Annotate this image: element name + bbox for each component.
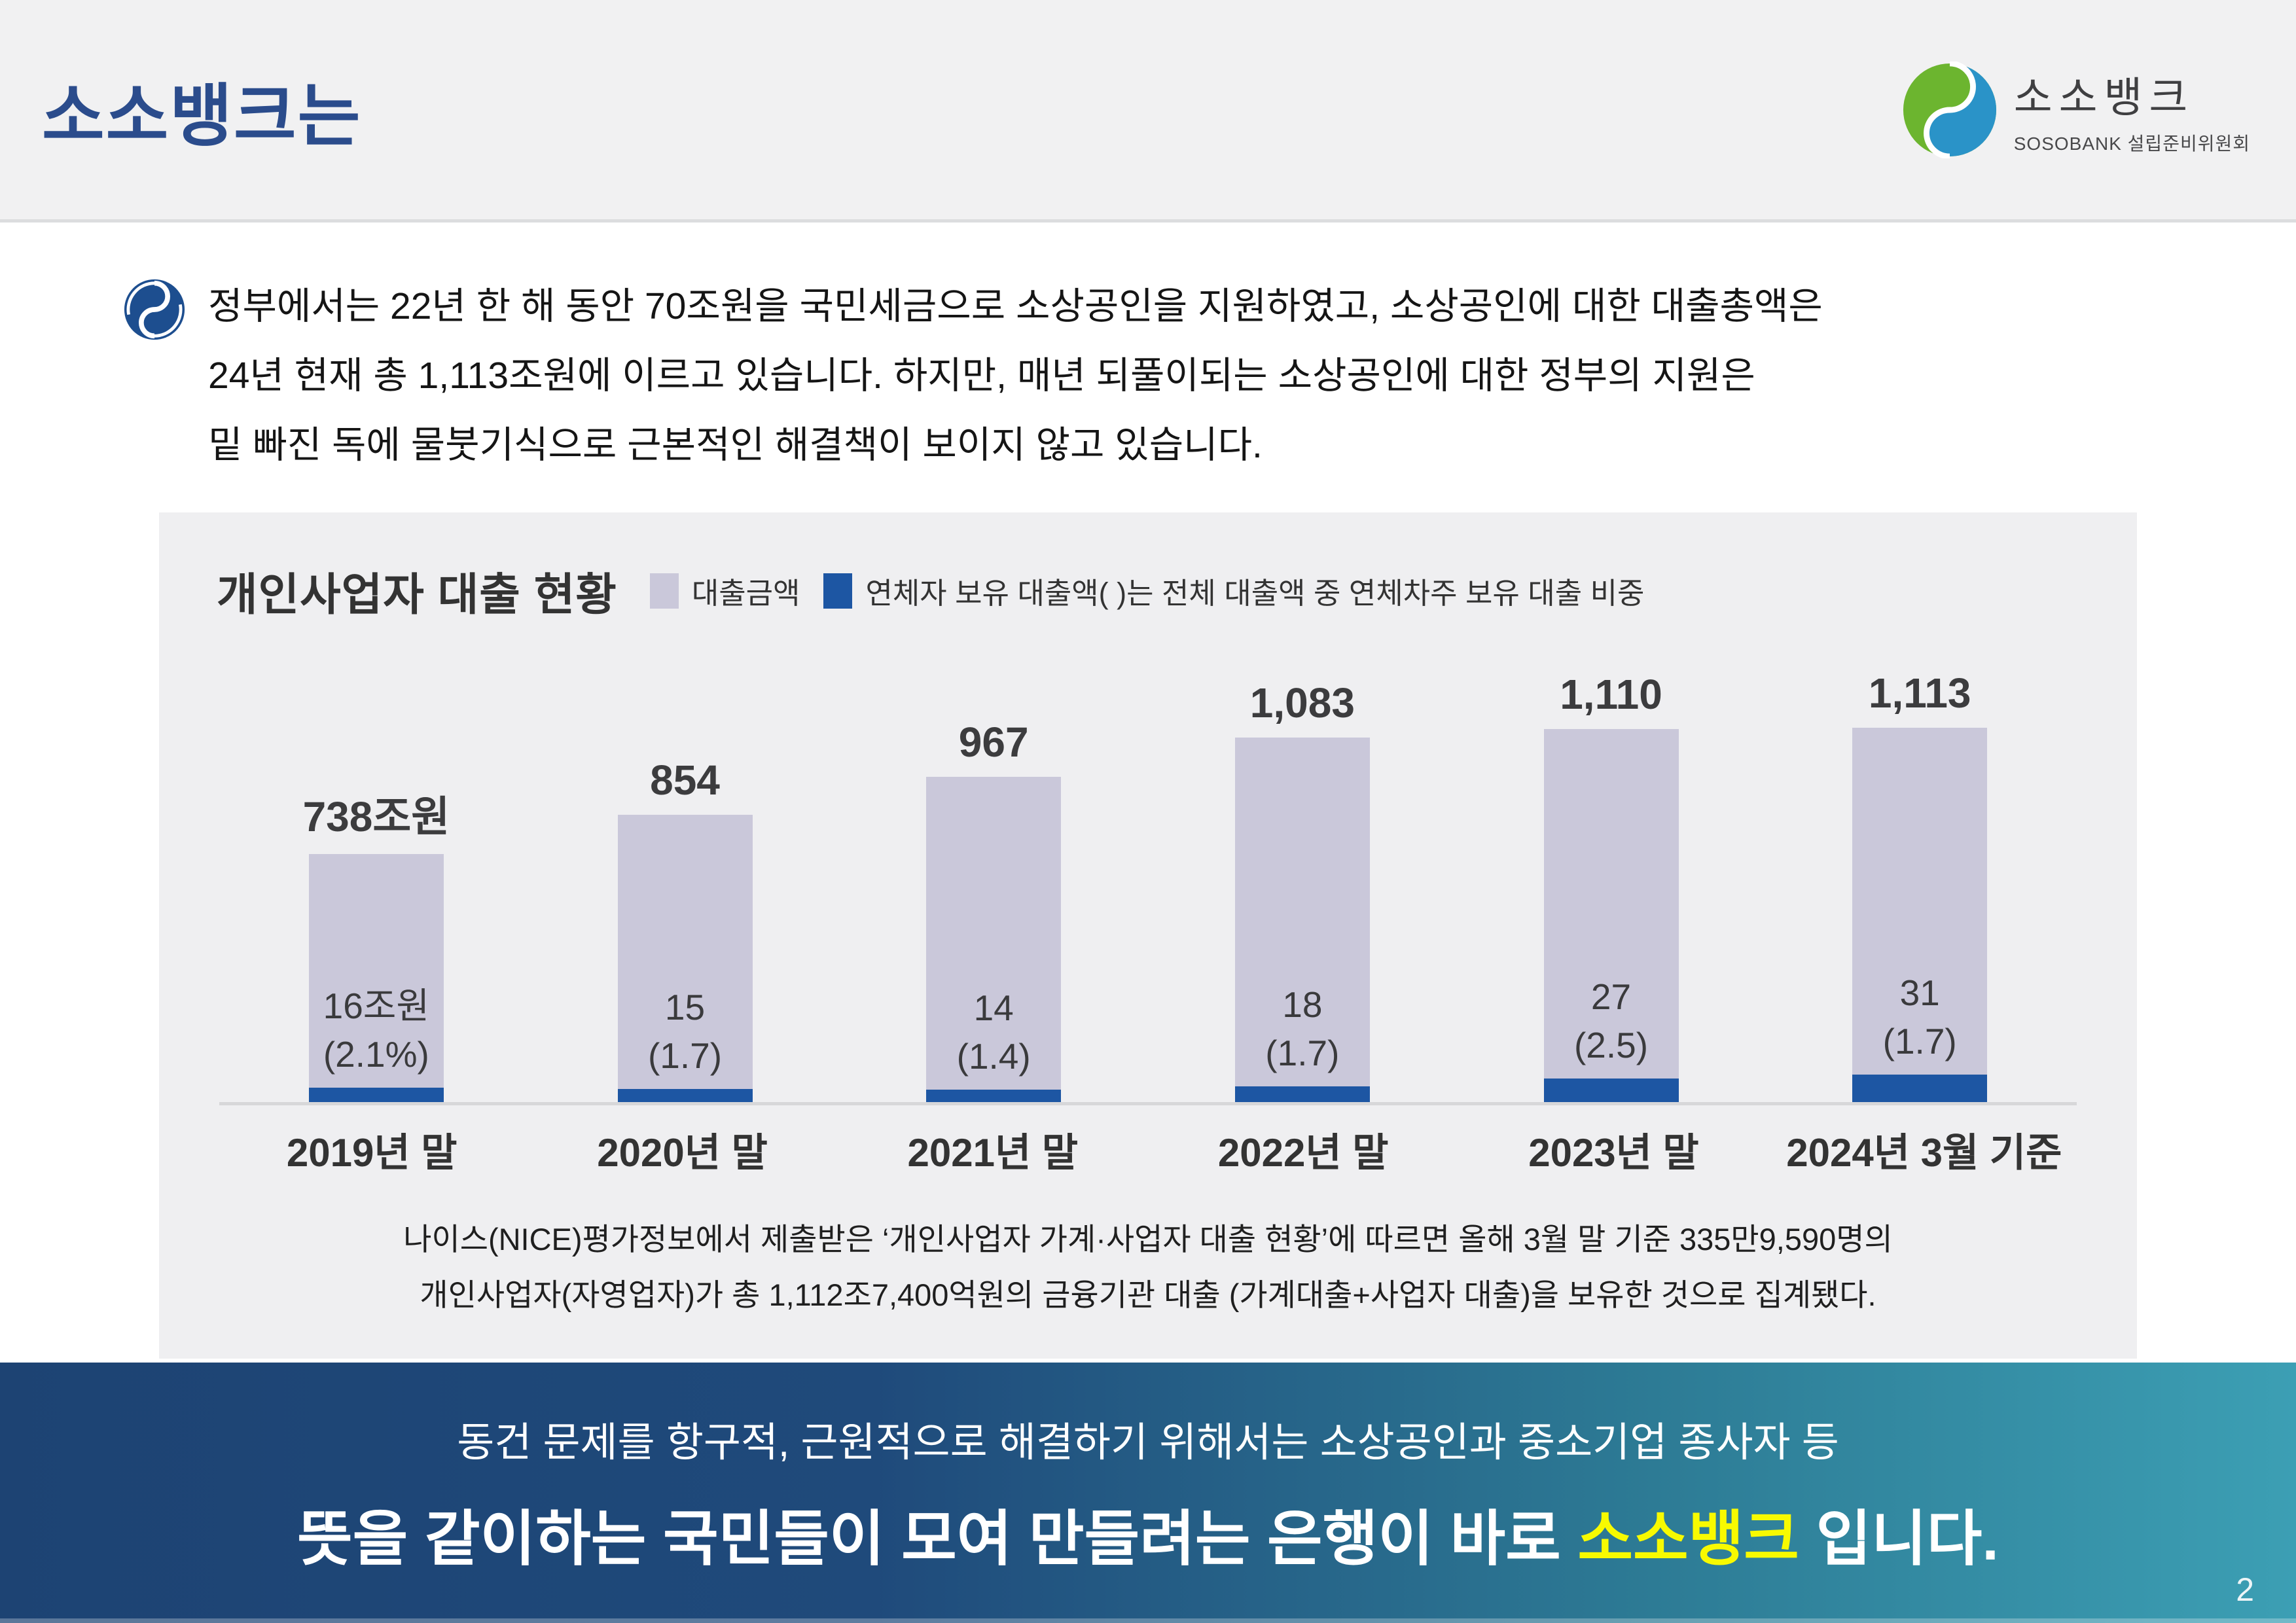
footer-banner: 동건 문제를 항구적, 근원적으로 해결하기 위해서는 소상공인과 중소기업 종… [0, 1363, 2296, 1623]
bar-value-label: 738조원 [302, 793, 450, 841]
bar-group: 738조원 16조원 (2.1%) [222, 783, 531, 1103]
delinquent-value-label: 14 (1.4) [956, 987, 1031, 1077]
legend-item-delinquent: 연체자 보유 대출액( )는 전체 대출액 중 연체차주 보유 대출 비중 [823, 569, 1644, 612]
category-label: 2022년 말 [1217, 1131, 1389, 1175]
loan-amount-bar: 18 (1.7) [1234, 738, 1370, 1103]
loan-amount-bar: 31 (1.7) [1852, 728, 1988, 1103]
delinquent-value-label: 16조원 (2.1%) [323, 985, 430, 1075]
category-label: 2024년 3월 기준 [1786, 1131, 2062, 1175]
intro-line: 24년 현재 총 1,113조원에 이르고 있습니다. 하지만, 매년 되풀이되… [208, 355, 1755, 397]
delinquent-segment [1543, 1079, 1679, 1103]
delinquent-segment [1852, 1075, 1988, 1103]
intro-line: 정부에서는 22년 한 해 동안 70조원을 국민세금으로 소상공인을 지원하였… [208, 285, 1823, 327]
note-line: 개인사업자(자영업자)가 총 1,112조7,400억원의 금융기관 대출 (가… [420, 1277, 1876, 1312]
note-line: 나이스(NICE)평가정보에서 제출받은 ‘개인사업자 가계·사업자 대출 현황… [403, 1222, 1893, 1257]
bar-group: 1,083 18 (1.7) [1148, 679, 1457, 1103]
category-label: 2021년 말 [907, 1131, 1079, 1175]
delinquent-segment [617, 1089, 753, 1103]
bar-group: 967 14 (1.4) [839, 718, 1148, 1103]
brand-logo: 소소뱅크 SOSOBANK 설립준비위원회 [1901, 61, 2250, 158]
sosobank-bullet-icon [123, 272, 186, 341]
brand-logo-text: 소소뱅크 SOSOBANK 설립준비위원회 [2014, 64, 2250, 156]
categories-row: 2019년 말 2020년 말 2021년 말 2022년 말 2023년 말 2024년… [217, 1121, 2079, 1178]
intro-paragraph: 정부에서는 22년 한 해 동안 70조원을 국민세금으로 소상공인을 지원하였… [208, 272, 1823, 480]
intro-line: 밑 빠진 독에 물붓기식으로 근본적인 해결책이 보이지 않고 있습니다. [208, 424, 1263, 467]
delinquent-value-label: 27 (2.5) [1573, 976, 1649, 1065]
chart-panel: 개인사업자 대출 현황 대출금액 연체자 보유 대출액( )는 전체 대출액 중… [159, 512, 2137, 1359]
delinquent-segment [308, 1088, 444, 1103]
page-title: 소소뱅크는 [42, 79, 362, 154]
brand-subtitle: SOSOBANK 설립준비위원회 [2013, 133, 2250, 154]
delinquent-segment [1234, 1086, 1370, 1103]
bar-group: 1,113 31 (1.7) [1765, 669, 2074, 1103]
chart-title: 개인사업자 대출 현황 [217, 570, 617, 620]
category-label: 2020년 말 [597, 1131, 768, 1175]
delinquent-value-label: 18 (1.7) [1265, 984, 1340, 1073]
footer-line2-pre: 뜻을 같이하는 국민들이 모여 만들려는 은행이 바로 [297, 1505, 1578, 1573]
footer-message-line2: 뜻을 같이하는 국민들이 모여 만들려는 은행이 바로 소소뱅크 입니다. [297, 1490, 1999, 1577]
legend-item-loan: 대출금액 [649, 569, 800, 612]
loan-amount-bar: 14 (1.4) [926, 777, 1062, 1103]
bar-group: 854 15 (1.7) [531, 756, 840, 1103]
bar-value-label: 967 [958, 719, 1029, 766]
delinquent-value-label: 31 (1.7) [1882, 972, 1957, 1061]
legend-label: 연체자 보유 대출액( )는 전체 대출액 중 연체차주 보유 대출 비중 [865, 577, 1645, 611]
loan-amount-bar: 27 (2.5) [1543, 729, 1679, 1103]
brand-name: 소소뱅크 [2013, 73, 2195, 121]
category-label: 2019년 말 [286, 1131, 457, 1175]
header: 소소뱅크는 소소뱅크 SOSOBANK 설립준비위원회 [0, 0, 2296, 223]
delinquent-segment [926, 1090, 1062, 1103]
loan-amount-bar: 15 (1.7) [617, 815, 753, 1103]
footer-brand-highlight: 소소뱅크 [1577, 1505, 1799, 1573]
bars-row: 738조원 16조원 (2.1%) 854 15 (1.7) 967 14 (1.4) 1,083… [217, 627, 2079, 1103]
delinquent-value-label: 15 (1.7) [647, 986, 723, 1076]
bar-value-label: 1,083 [1249, 679, 1355, 727]
legend-label: 대출금액 [691, 577, 800, 611]
category-label: 2023년 말 [1528, 1131, 1699, 1175]
chart-source-note: 나이스(NICE)평가정보에서 제출받은 ‘개인사업자 가계·사업자 대출 현황… [217, 1212, 2079, 1323]
bar-group: 1,110 27 (2.5) [1457, 670, 1766, 1103]
legend-swatch [823, 573, 853, 609]
intro-section: 정부에서는 22년 한 해 동안 70조원을 국민세금으로 소상공인을 지원하였… [0, 223, 2296, 480]
footer-message-line1: 동건 문제를 항구적, 근원적으로 해결하기 위해서는 소상공인과 중소기업 종… [457, 1419, 1839, 1465]
chart-header: 개인사업자 대출 현황 대출금액 연체자 보유 대출액( )는 전체 대출액 중… [217, 558, 2079, 623]
bar-value-label: 1,113 [1868, 669, 1971, 717]
bar-value-label: 854 [650, 757, 720, 804]
page-number: 2 [2236, 1571, 2254, 1608]
loan-amount-bar: 16조원 (2.1%) [308, 854, 444, 1103]
legend-swatch [649, 573, 679, 609]
footer-line2-post: 입니다. [1799, 1505, 1999, 1573]
x-axis-line [219, 1102, 2077, 1106]
sosobank-swirl-icon [1901, 61, 1998, 158]
bar-value-label: 1,110 [1560, 671, 1662, 719]
